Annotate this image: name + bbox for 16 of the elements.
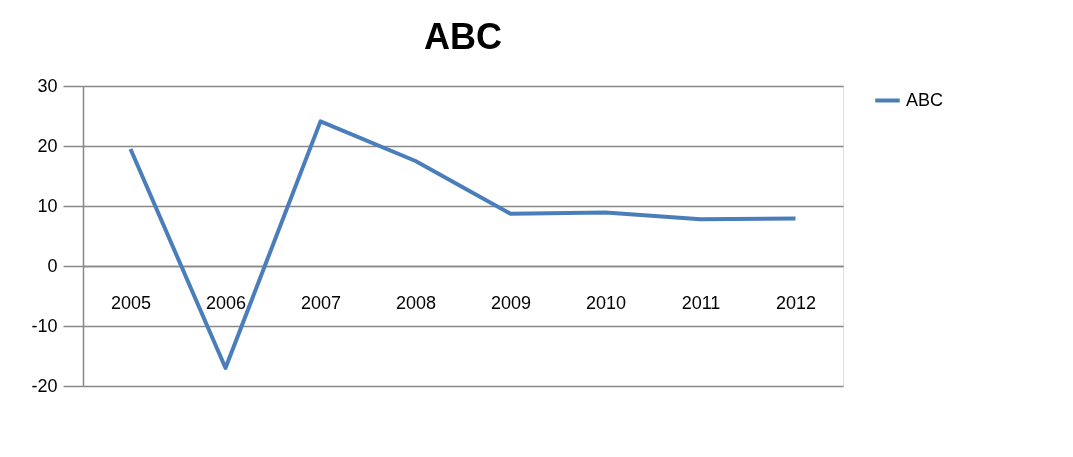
x-tick-label: 2011 bbox=[681, 292, 721, 313]
y-tick-label: 30 bbox=[37, 75, 58, 96]
y-tick-label: 10 bbox=[37, 195, 58, 216]
x-tick-label: 2005 bbox=[110, 292, 152, 313]
y-tick-label: -10 bbox=[31, 315, 58, 336]
y-tick-label: 0 bbox=[47, 255, 58, 276]
y-tick-label: 20 bbox=[37, 135, 58, 156]
x-tick-label: 2012 bbox=[775, 292, 817, 313]
x-tick-label: 2009 bbox=[490, 292, 532, 313]
x-tick-label: 2007 bbox=[300, 292, 342, 313]
y-tick-label: -20 bbox=[31, 375, 58, 396]
x-tick-label: 2010 bbox=[585, 292, 627, 313]
x-tick-label: 2008 bbox=[395, 292, 437, 313]
chart-title: ABC bbox=[424, 16, 502, 57]
legend-label: ABC bbox=[906, 89, 944, 110]
x-tick-label: 2006 bbox=[205, 292, 247, 313]
